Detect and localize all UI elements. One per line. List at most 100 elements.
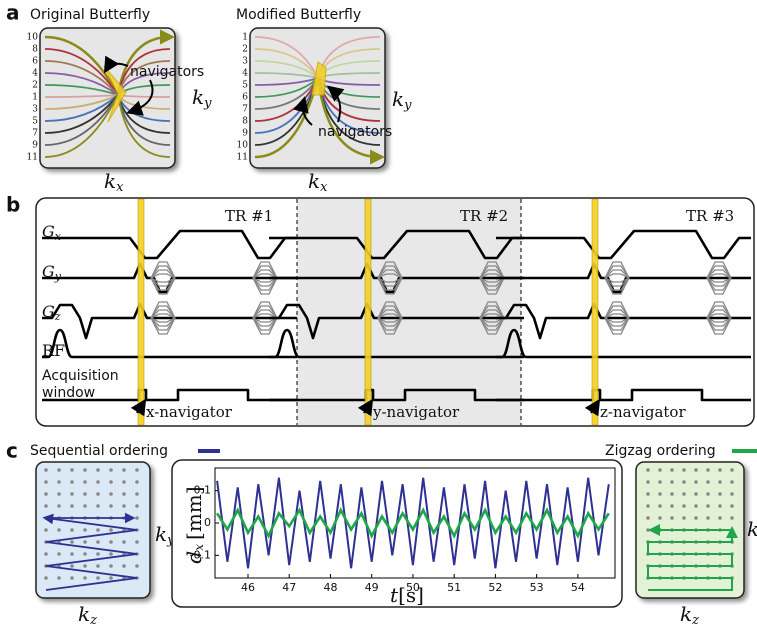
sample-dot bbox=[730, 492, 734, 496]
sample-dot bbox=[646, 504, 650, 508]
sample-dot bbox=[109, 492, 113, 496]
navigator-label: z-navigator bbox=[600, 403, 686, 421]
sample-dot bbox=[109, 552, 113, 556]
sample-dot bbox=[122, 504, 126, 508]
row-label: 3 bbox=[242, 57, 248, 67]
annotation: navigators bbox=[318, 124, 392, 140]
x-tick-label: 54 bbox=[571, 581, 585, 594]
row-label: 9 bbox=[242, 129, 248, 139]
sample-dot bbox=[658, 468, 662, 472]
sample-dot bbox=[718, 468, 722, 472]
y-axis-label: dx[mm] bbox=[182, 486, 206, 563]
sample-dot bbox=[122, 492, 126, 496]
sample-dot bbox=[109, 468, 113, 472]
sample-dot bbox=[730, 504, 734, 508]
sample-dot bbox=[682, 480, 686, 484]
annotation: navigators bbox=[130, 64, 204, 80]
row-label: 11 bbox=[27, 153, 38, 163]
sample-dot bbox=[694, 468, 698, 472]
panel-letter: c bbox=[6, 439, 18, 463]
sample-dot bbox=[682, 468, 686, 472]
axis-label: ky bbox=[192, 85, 212, 111]
sample-dot bbox=[83, 540, 87, 544]
sample-dot bbox=[135, 516, 139, 520]
sample-dot bbox=[83, 492, 87, 496]
sample-dot bbox=[57, 492, 61, 496]
x-tick-label: 53 bbox=[530, 581, 544, 594]
sample-dot bbox=[83, 564, 87, 568]
sample-dot bbox=[83, 468, 87, 472]
sample-dot bbox=[694, 480, 698, 484]
axis-label: ky bbox=[392, 87, 412, 113]
row-label: RF bbox=[42, 341, 65, 360]
axis-label: kz bbox=[680, 602, 699, 628]
navigator-bar bbox=[592, 199, 598, 425]
sample-dot bbox=[57, 528, 61, 532]
x-tick-label: 52 bbox=[488, 581, 502, 594]
sample-dot bbox=[96, 528, 100, 532]
sample-dot bbox=[83, 504, 87, 508]
sample-dot bbox=[658, 480, 662, 484]
row-label: 3 bbox=[32, 105, 38, 115]
sample-dot bbox=[44, 504, 48, 508]
sample-dot bbox=[135, 540, 139, 544]
legend-label: Sequential ordering bbox=[30, 443, 168, 459]
row-label: 9 bbox=[32, 141, 38, 151]
sample-dot bbox=[646, 516, 650, 520]
sample-dot bbox=[70, 504, 74, 508]
sample-dot bbox=[70, 564, 74, 568]
tr-label: TR #2 bbox=[460, 207, 508, 225]
row-label: 10 bbox=[27, 33, 39, 43]
row-label-base: G bbox=[42, 302, 55, 321]
row-label: 4 bbox=[32, 69, 38, 79]
tr-label: TR #1 bbox=[225, 207, 273, 225]
sample-dot bbox=[109, 504, 113, 508]
sample-dot bbox=[70, 552, 74, 556]
sample-dot bbox=[682, 516, 686, 520]
row-label: 2 bbox=[32, 81, 38, 91]
row-label: 6 bbox=[242, 93, 248, 103]
row-label: 11 bbox=[237, 153, 248, 163]
sample-dot bbox=[70, 480, 74, 484]
sample-dot bbox=[109, 564, 113, 568]
tr-label: TR #3 bbox=[686, 207, 734, 225]
sample-dot bbox=[718, 504, 722, 508]
sample-dot bbox=[109, 528, 113, 532]
sample-dot bbox=[57, 504, 61, 508]
row-label-base: G bbox=[42, 222, 55, 241]
sample-dot bbox=[70, 468, 74, 472]
panel-title: Original Butterfly bbox=[30, 7, 150, 23]
sample-dot bbox=[706, 516, 710, 520]
sample-dot bbox=[70, 540, 74, 544]
sample-dot bbox=[646, 480, 650, 484]
sample-dot bbox=[694, 504, 698, 508]
sample-dot bbox=[730, 480, 734, 484]
sample-dot bbox=[44, 528, 48, 532]
sample-dot bbox=[109, 576, 113, 580]
figure: a Original Butterfly Modified Butterfly … bbox=[0, 0, 757, 635]
row-label: 1 bbox=[32, 93, 38, 103]
sample-dot bbox=[135, 480, 139, 484]
sample-dot bbox=[96, 540, 100, 544]
sample-dot bbox=[96, 552, 100, 556]
sample-dot bbox=[44, 468, 48, 472]
sample-dot bbox=[96, 564, 100, 568]
sample-dot bbox=[96, 480, 100, 484]
row-label-sub: z bbox=[54, 310, 61, 323]
x-tick-label: 47 bbox=[282, 581, 296, 594]
sample-dot bbox=[682, 504, 686, 508]
navigator-label: y-navigator bbox=[372, 403, 460, 421]
row-label: 5 bbox=[242, 81, 248, 91]
panel-letter: b bbox=[6, 193, 20, 217]
sample-dot bbox=[694, 492, 698, 496]
sample-dot bbox=[57, 468, 61, 472]
sample-dot bbox=[706, 480, 710, 484]
sample-dot bbox=[83, 480, 87, 484]
sample-dot bbox=[718, 516, 722, 520]
row-label: Acquisition bbox=[42, 368, 119, 384]
x-axis-label: t[s] bbox=[390, 583, 424, 607]
row-label: window bbox=[42, 385, 95, 401]
sample-dot bbox=[658, 504, 662, 508]
sample-dot bbox=[122, 540, 126, 544]
axis-label: kx bbox=[308, 169, 328, 195]
